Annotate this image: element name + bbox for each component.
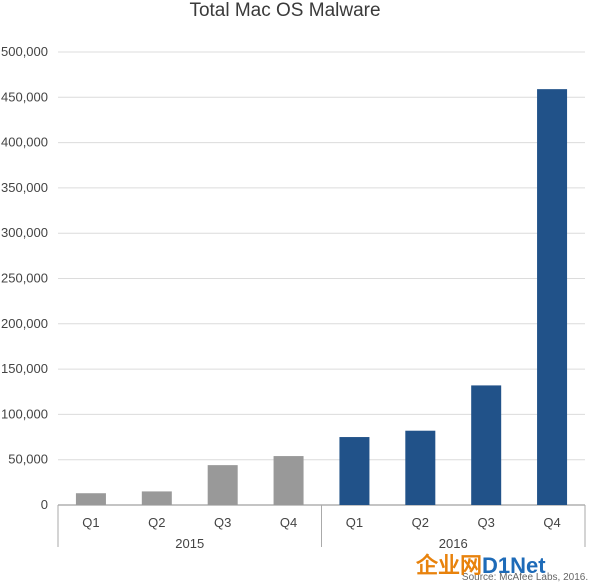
gridlines xyxy=(58,51,585,506)
x-group-label: 2015 xyxy=(175,536,204,551)
y-tick-label: 450,000 xyxy=(1,89,48,104)
y-tick-label: 300,000 xyxy=(1,225,48,240)
x-tick-label: Q1 xyxy=(82,515,99,530)
bar xyxy=(339,437,370,505)
y-tick-label: 150,000 xyxy=(1,361,48,376)
bar xyxy=(75,493,106,505)
x-tick-label: Q4 xyxy=(543,515,560,530)
x-tick-label: Q4 xyxy=(280,515,297,530)
chart-title: Total Mac OS Malware xyxy=(189,0,380,21)
bar xyxy=(273,456,304,505)
x-tick-label: Q1 xyxy=(346,515,363,530)
y-tick-label: 350,000 xyxy=(1,180,48,195)
x-axis-groups: 2015 2016 xyxy=(57,505,586,551)
x-axis-ticks: Q1 Q2 Q3 Q4 Q1 Q2 Q3 Q4 xyxy=(82,515,560,530)
bar xyxy=(537,89,568,505)
y-axis-ticks: 0 50,000 100,000 150,000 200,000 250,000 300,0… xyxy=(1,44,48,512)
y-tick-label: 100,000 xyxy=(1,406,48,421)
watermark-logo: 企业网D1Net xyxy=(415,553,546,578)
y-tick-label: 400,000 xyxy=(1,135,48,150)
bars xyxy=(75,89,568,505)
x-group-label: 2016 xyxy=(439,536,468,551)
bar xyxy=(405,430,436,505)
y-tick-label: 250,000 xyxy=(1,271,48,286)
y-tick-label: 0 xyxy=(41,497,48,512)
x-tick-label: Q3 xyxy=(214,515,231,530)
y-tick-label: 200,000 xyxy=(1,316,48,331)
bar xyxy=(207,465,238,505)
y-tick-label: 500,000 xyxy=(1,44,48,59)
x-tick-label: Q2 xyxy=(412,515,429,530)
x-tick-label: Q2 xyxy=(148,515,165,530)
bar xyxy=(471,385,502,505)
source-note: Source: McAfee Labs, 2016. xyxy=(462,572,588,583)
y-tick-label: 50,000 xyxy=(8,452,48,467)
x-tick-label: Q3 xyxy=(478,515,495,530)
bar xyxy=(141,491,172,505)
